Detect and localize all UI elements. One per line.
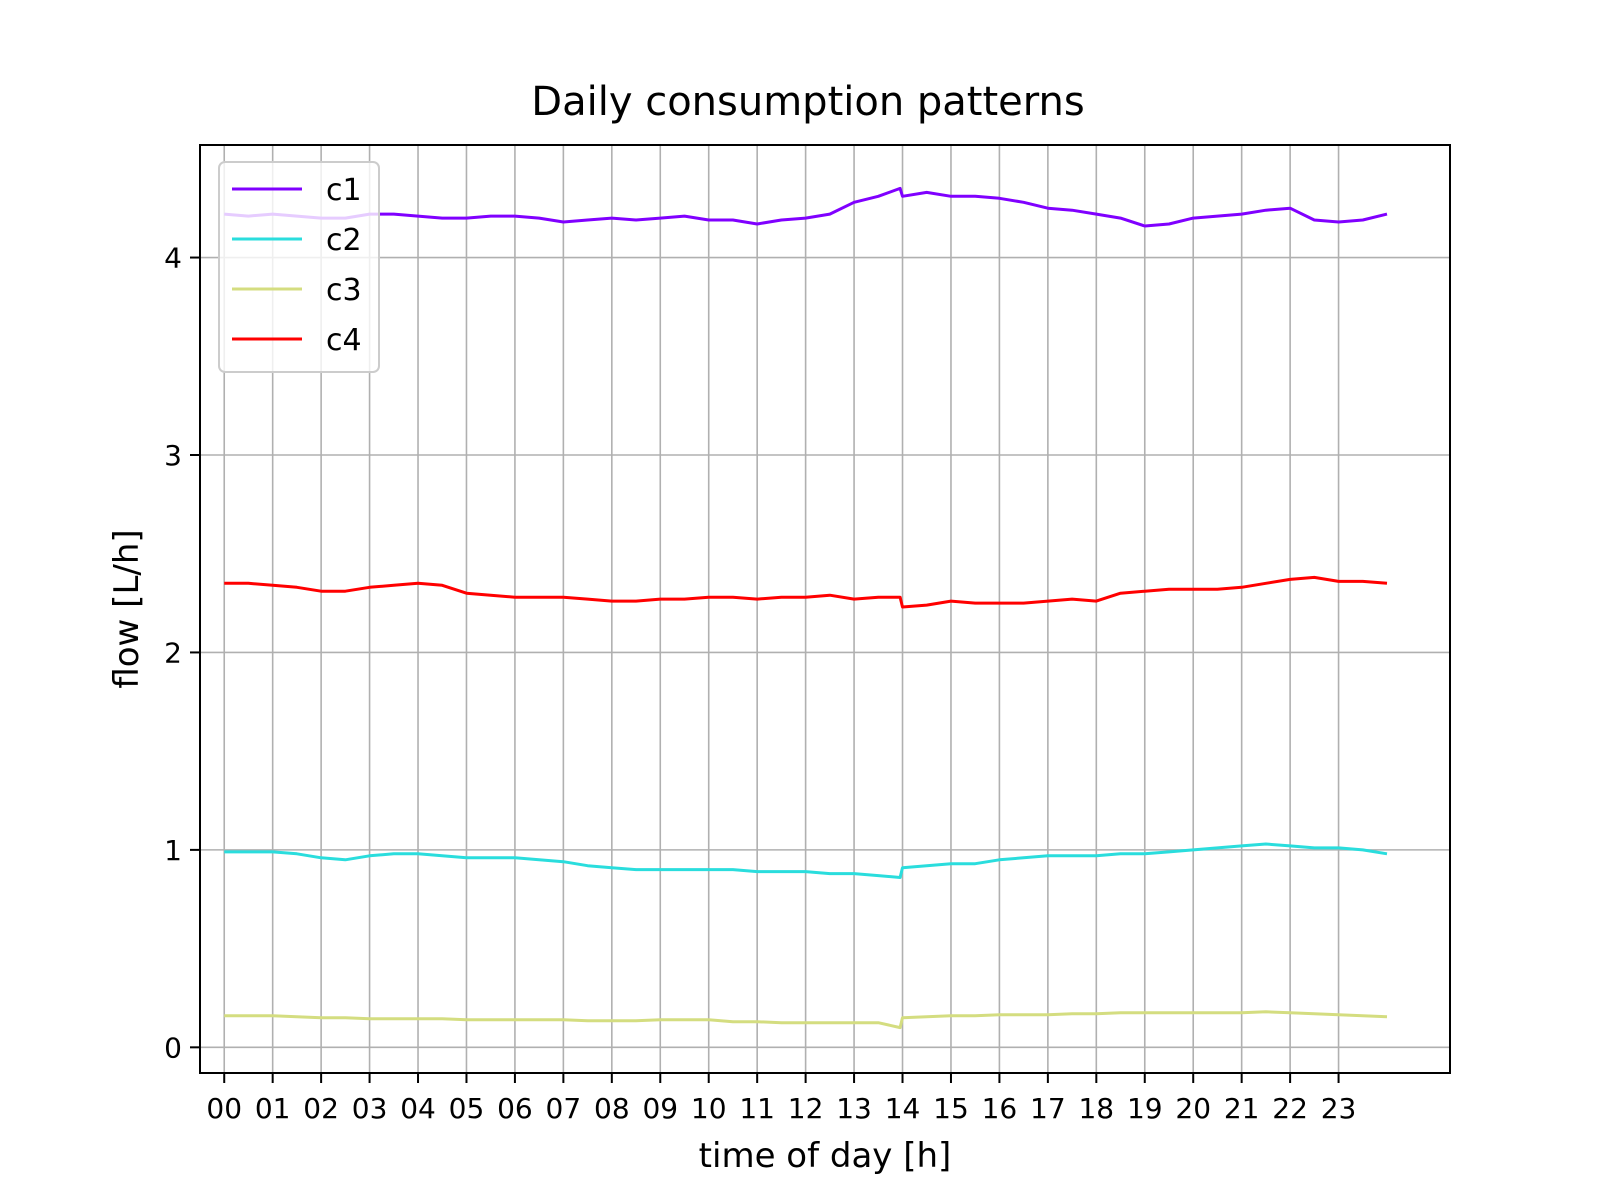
y-tick-label: 3	[164, 439, 182, 472]
x-tick-label: 03	[352, 1092, 388, 1125]
series-line-c2	[224, 842, 1388, 879]
x-tick-label: 07	[546, 1092, 582, 1125]
legend-label-c4: c4	[326, 323, 362, 358]
x-tick-label: 23	[1321, 1092, 1357, 1125]
x-tick-label: 15	[933, 1092, 969, 1125]
x-tick-label: 13	[836, 1092, 872, 1125]
x-tick-label: 21	[1224, 1092, 1260, 1125]
x-tick-label: 18	[1078, 1092, 1114, 1125]
legend-label-c3: c3	[326, 273, 362, 308]
x-tick-label: 20	[1175, 1092, 1211, 1125]
legend: c1 c2 c3 c4	[218, 161, 380, 373]
legend-box	[218, 161, 380, 373]
y-tick-label: 0	[164, 1031, 182, 1064]
y-axis-label: flow [L/h]	[107, 529, 147, 688]
x-tick-label: 06	[497, 1092, 533, 1125]
x-tick-label: 09	[642, 1092, 678, 1125]
x-tick-label: 05	[449, 1092, 485, 1125]
x-tick-label: 10	[691, 1092, 727, 1125]
series-line-c1	[224, 186, 1388, 228]
x-axis-label: time of day [h]	[699, 1136, 952, 1176]
x-tick-label: 02	[303, 1092, 339, 1125]
series-layer	[224, 186, 1388, 1030]
y-tick-label: 4	[164, 242, 182, 275]
x-tick-label: 08	[594, 1092, 630, 1125]
x-tick-label: 00	[206, 1092, 242, 1125]
plot-frame	[199, 144, 1451, 1074]
x-ticks: 00 01 02 03 04 05 06 07 08 09 10 11 12 13 14 15 16 17 18 19…	[206, 1073, 1356, 1125]
chart-title: Daily consumption patterns	[531, 79, 1084, 125]
legend-label-c2: c2	[326, 223, 362, 258]
x-tick-label: 19	[1127, 1092, 1163, 1125]
x-tick-label: 22	[1272, 1092, 1308, 1125]
x-tick-label: 12	[788, 1092, 824, 1125]
y-tick-label: 2	[164, 636, 182, 669]
x-tick-label: 11	[739, 1092, 775, 1125]
series-line-c3	[224, 1010, 1388, 1030]
x-tick-label: 17	[1030, 1092, 1066, 1125]
series-line-c4	[224, 575, 1388, 609]
x-tick-label: 16	[982, 1092, 1018, 1125]
legend-label-c1: c1	[326, 173, 362, 208]
x-tick-label: 04	[400, 1092, 436, 1125]
y-tick-label: 1	[164, 834, 182, 867]
x-tick-label: 14	[885, 1092, 921, 1125]
grid	[200, 145, 1450, 1073]
x-tick-label: 01	[255, 1092, 291, 1125]
y-ticks: 0 1 2 3 4	[164, 242, 200, 1064]
